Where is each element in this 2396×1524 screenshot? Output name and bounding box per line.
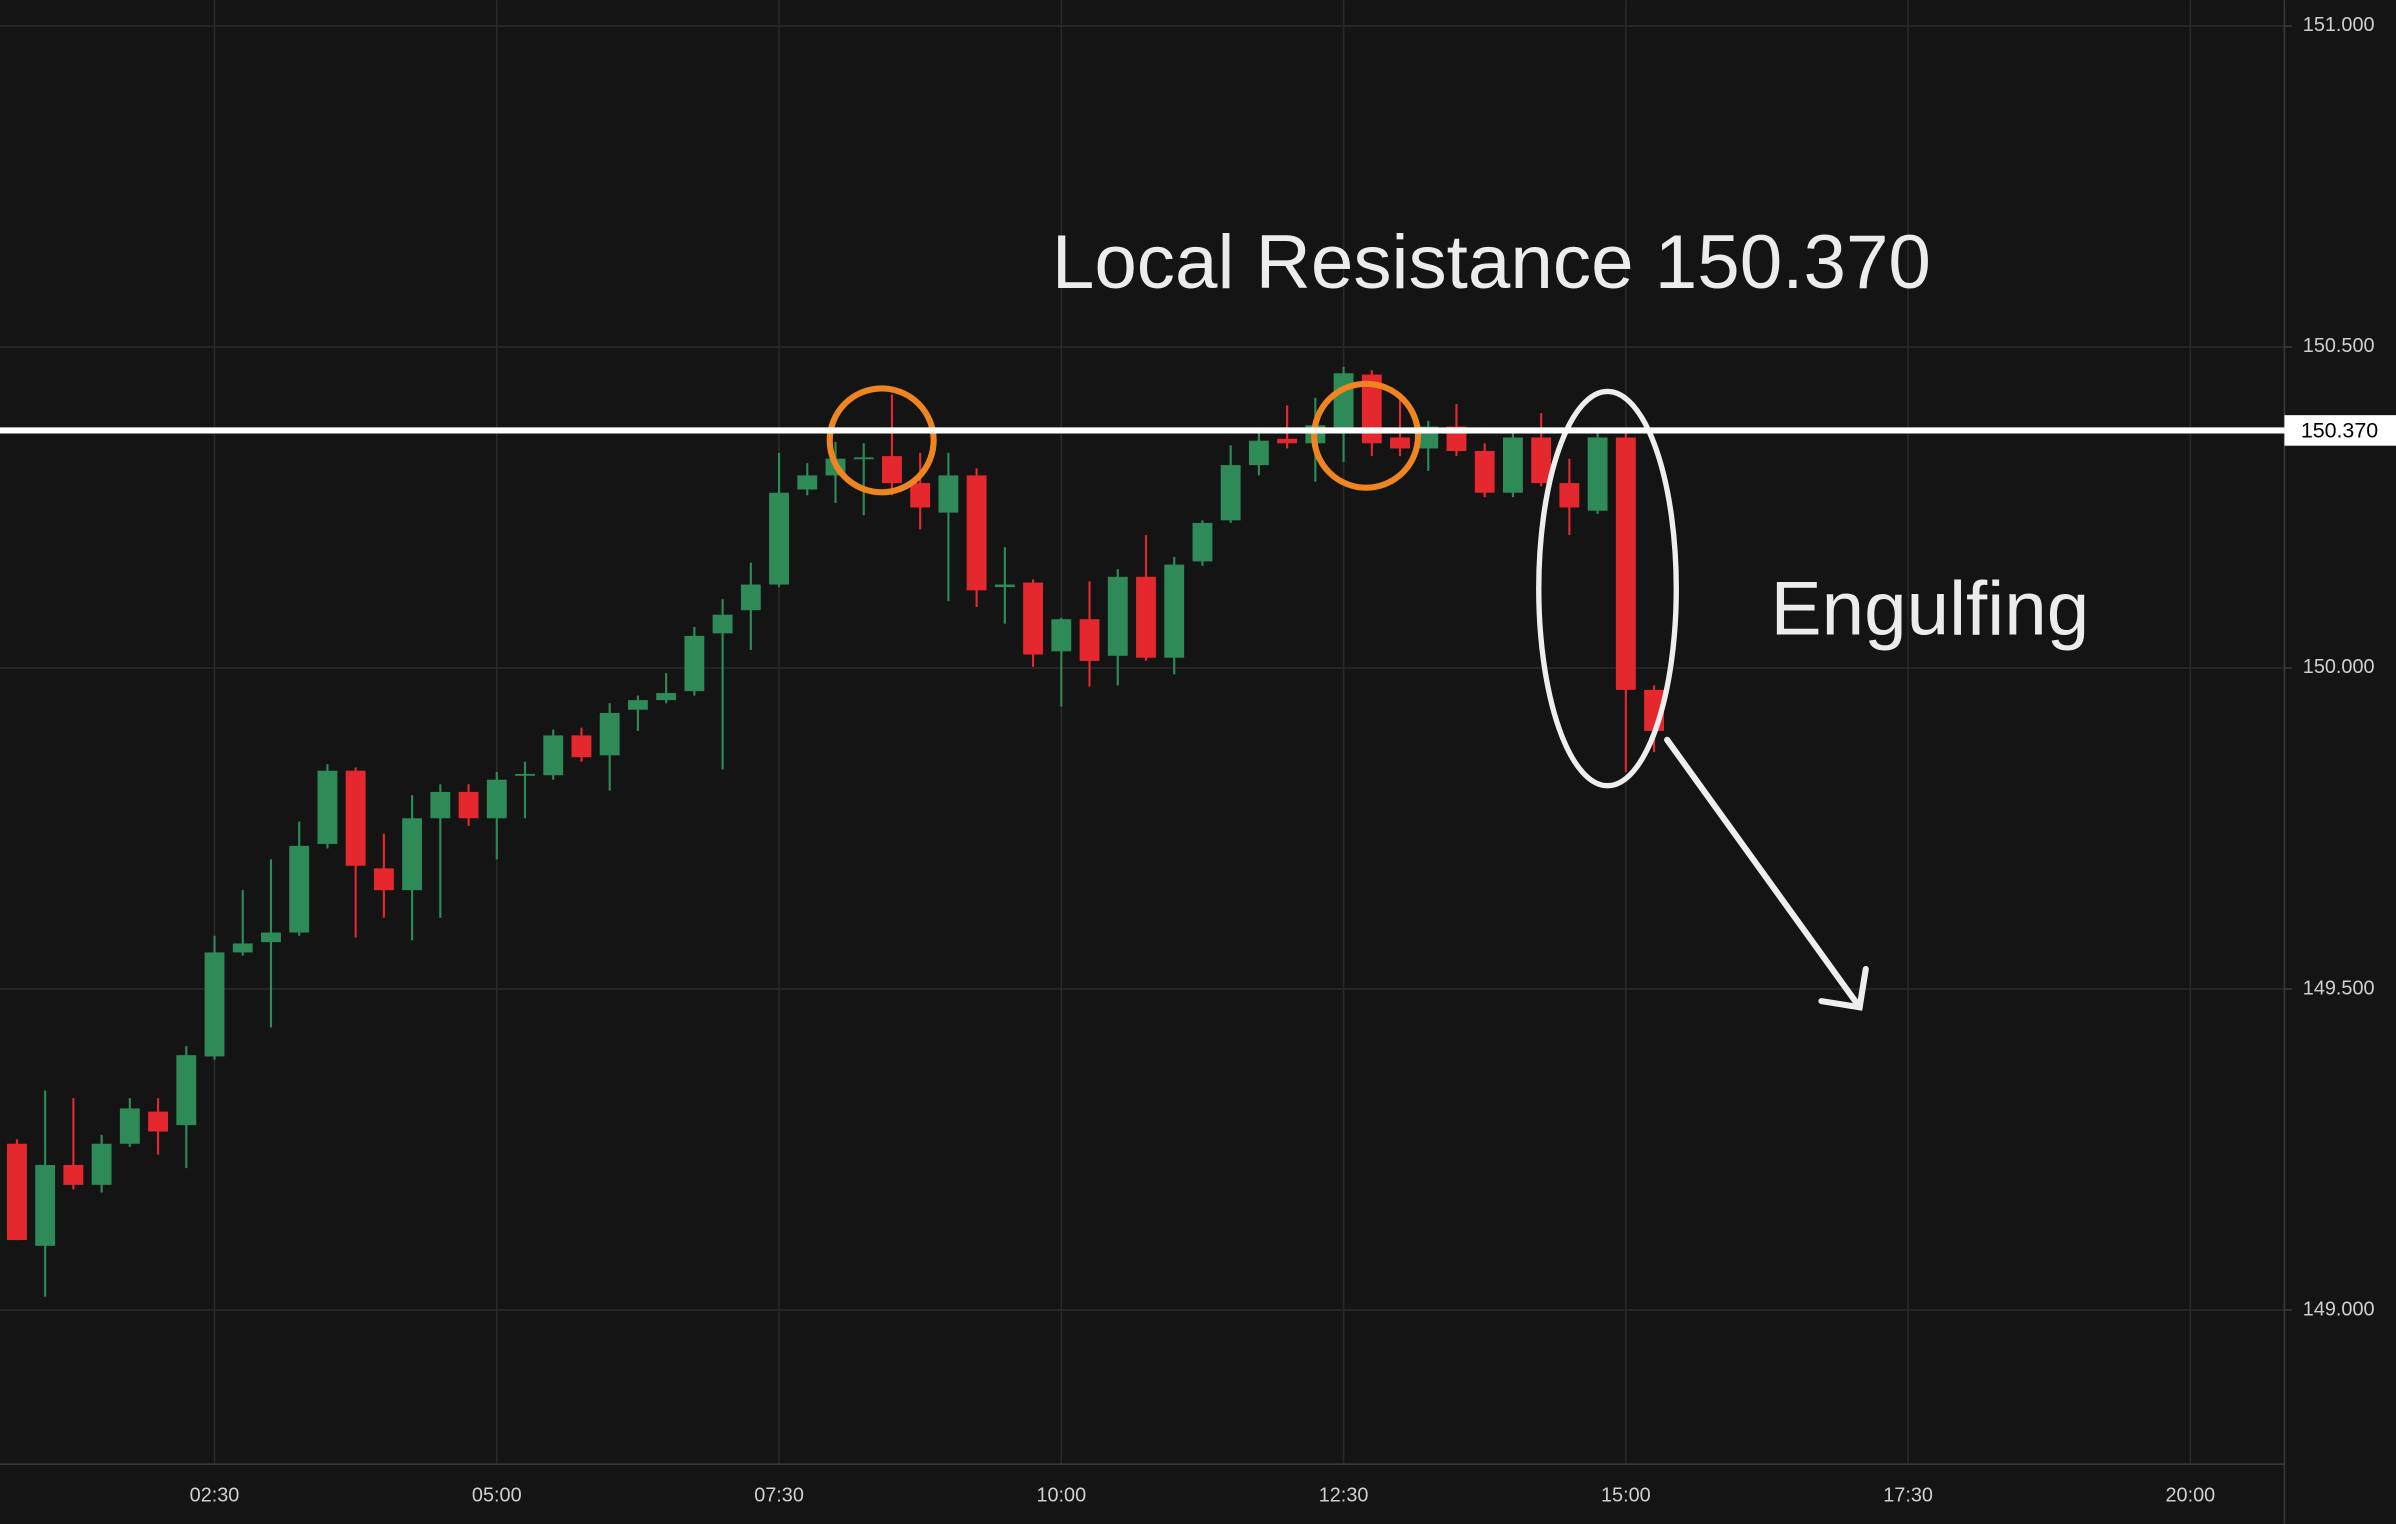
- x-tick-label: 12:30: [1319, 1484, 1369, 1506]
- highlight-circle: [1311, 380, 1422, 491]
- y-tick-label: 150.500: [2303, 335, 2375, 357]
- candle-body: [317, 770, 338, 844]
- candle-body: [1333, 373, 1354, 429]
- candles: [7, 366, 1664, 1297]
- candle-body: [515, 773, 535, 776]
- y-tick-label: 151.000: [2303, 14, 2375, 36]
- candle-body: [684, 635, 705, 692]
- candle-body: [1587, 437, 1608, 511]
- candle-body: [1361, 374, 1382, 444]
- candle-body: [1277, 438, 1298, 444]
- candle-body: [373, 868, 394, 891]
- candle-body: [966, 475, 987, 591]
- resistance-label: 150.370: [2301, 419, 2378, 443]
- x-tick-label: 02:30: [190, 1484, 240, 1506]
- highlight-ellipse: [1536, 388, 1679, 789]
- candle-body: [1248, 440, 1269, 466]
- y-tick-label: 149.500: [2303, 977, 2375, 999]
- candle-body: [994, 584, 1015, 588]
- candle-body: [571, 735, 592, 758]
- resistance-tag: [2284, 415, 2396, 446]
- candle-body: [1390, 437, 1410, 449]
- candle-body: [1164, 564, 1185, 658]
- candle-body: [261, 932, 281, 943]
- candle-body: [1220, 465, 1241, 521]
- candle-body: [938, 475, 959, 513]
- candle-body: [63, 1164, 84, 1185]
- candle-body: [148, 1111, 168, 1132]
- candle-body: [1079, 619, 1100, 661]
- candle-body: [35, 1164, 56, 1246]
- candle-body: [882, 456, 902, 484]
- y-tick-label: 149.000: [2303, 1298, 2375, 1320]
- candle-body: [1051, 619, 1072, 652]
- x-tick-label: 20:00: [2166, 1484, 2216, 1506]
- candle-body: [853, 457, 874, 460]
- candle-body: [289, 845, 310, 933]
- candle-body: [769, 492, 789, 585]
- candle-body: [119, 1108, 140, 1144]
- candle-body: [1023, 582, 1044, 655]
- x-tick-label: 15:00: [1601, 1484, 1651, 1506]
- x-tick-label: 10:00: [1036, 1484, 1086, 1506]
- highlight-circle: [826, 385, 937, 496]
- candle-body: [1615, 437, 1636, 690]
- candle-body: [7, 1143, 27, 1241]
- candle-body: [599, 712, 620, 756]
- candle-body: [430, 791, 451, 819]
- candle-body: [1559, 483, 1580, 508]
- candle-body: [91, 1143, 112, 1185]
- annotation: Engulfing: [1771, 567, 2090, 652]
- candle-body: [1107, 576, 1128, 656]
- candle-body: [712, 614, 733, 634]
- candle-body: [176, 1055, 197, 1126]
- candle-body: [656, 693, 677, 701]
- candle-body: [345, 770, 366, 866]
- candle-body: [543, 735, 564, 776]
- x-tick-label: 07:30: [754, 1484, 804, 1506]
- candle-body: [402, 818, 423, 891]
- x-tick-label: 05:00: [472, 1484, 522, 1506]
- annotation: Local Resistance 150.370: [1052, 220, 1931, 305]
- candle-body: [1474, 450, 1495, 493]
- candle-body: [486, 779, 507, 819]
- candle-body: [627, 700, 648, 710]
- y-tick-label: 150.000: [2303, 656, 2375, 678]
- candle-body: [1531, 437, 1552, 484]
- candle-body: [1192, 522, 1213, 562]
- candle-body: [797, 475, 818, 490]
- candle-body: [204, 952, 225, 1057]
- x-tick-label: 17:30: [1883, 1484, 1933, 1506]
- candle-body: [458, 791, 479, 819]
- arrow: [1664, 736, 1869, 1011]
- candle-body: [1136, 576, 1156, 658]
- candle-body: [1502, 437, 1523, 493]
- candle-body: [910, 483, 931, 508]
- candle-body: [232, 943, 253, 953]
- candle-body: [740, 584, 761, 611]
